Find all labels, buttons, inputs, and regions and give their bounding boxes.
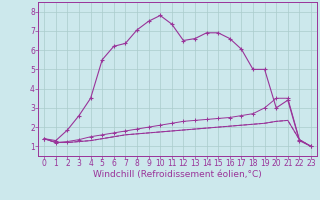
X-axis label: Windchill (Refroidissement éolien,°C): Windchill (Refroidissement éolien,°C)	[93, 170, 262, 179]
